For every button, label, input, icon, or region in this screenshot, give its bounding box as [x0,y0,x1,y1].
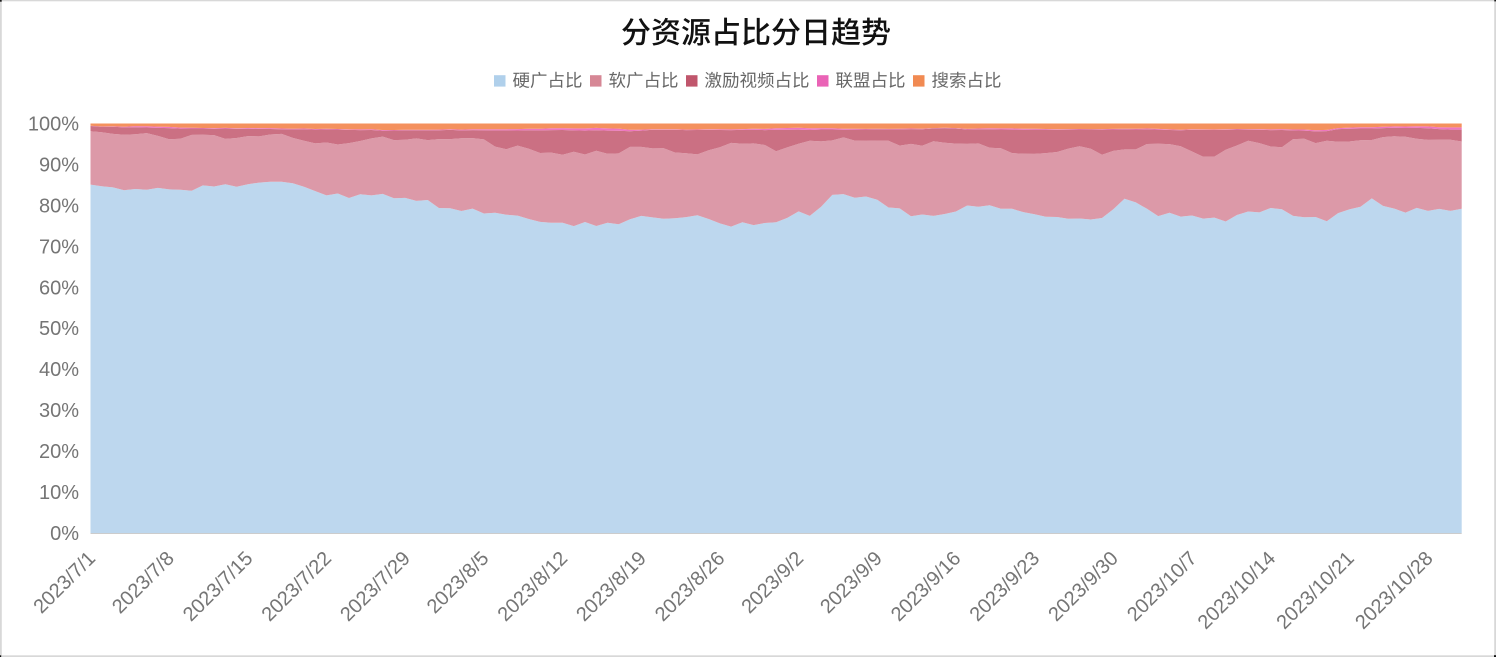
svg-text:30%: 30% [39,400,79,422]
svg-text:0%: 0% [50,523,79,545]
svg-text:50%: 50% [39,318,79,340]
svg-text:40%: 40% [39,359,79,381]
svg-text:90%: 90% [39,155,79,177]
svg-text:10%: 10% [39,482,79,504]
svg-text:80%: 80% [39,195,79,217]
svg-text:60%: 60% [39,277,79,299]
svg-text:20%: 20% [39,441,79,463]
svg-text:100%: 100% [28,114,79,136]
svg-text:70%: 70% [39,236,79,258]
